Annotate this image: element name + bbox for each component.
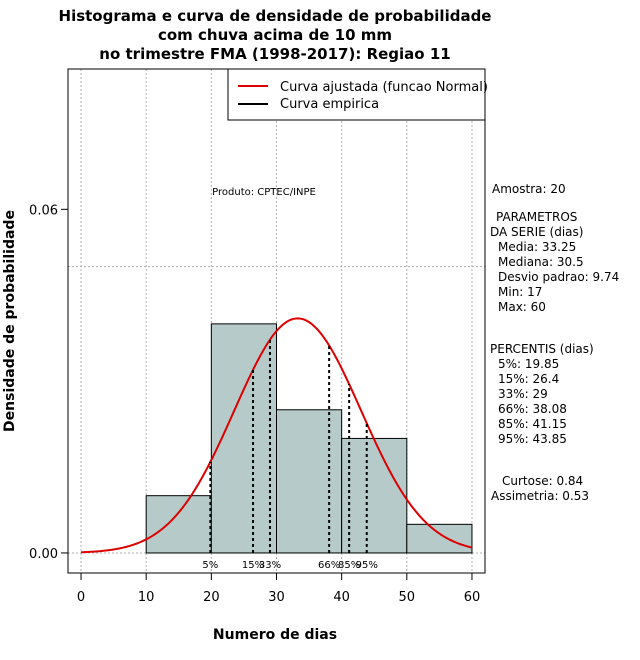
legend-label-empirical: Curva empirica	[280, 97, 379, 112]
chart-title-line-3: no trimestre FMA (1998-2017): Regiao 11	[99, 45, 450, 63]
stat-p66: 66%: 38.08	[498, 402, 567, 416]
stat-sample: Amostra: 20	[492, 182, 566, 196]
histogram-bar-2	[276, 409, 343, 554]
stat-media: Media: 33.25	[498, 240, 576, 254]
x-axis-label: Numero de dias	[213, 627, 337, 643]
stat-p15: 15%: 26.4	[498, 372, 559, 386]
stat-assimetria: Assimetria: 0.53	[491, 489, 589, 503]
stat-percentis-header: PERCENTIS (dias)	[490, 342, 594, 356]
y-axis-label: Densidade de probabilidade	[2, 210, 18, 432]
histogram-bar-4	[406, 523, 473, 554]
x-tick-label-1: 10	[138, 590, 155, 605]
x-tick-label-2: 20	[203, 590, 220, 605]
legend: Curva ajustada (funcao Normal) Curva emp…	[227, 68, 488, 121]
x-tick-label-0: 0	[77, 590, 85, 605]
stats-panel: Amostra: 20 PARAMETROS DA SERIE (dias) M…	[490, 182, 619, 503]
stat-min: Min: 17	[498, 285, 542, 299]
y-axis: 0.00 0.06	[29, 203, 69, 562]
legend-box	[227, 68, 486, 121]
stat-params-header-1: PARAMETROS	[496, 210, 577, 224]
stat-desvio: Desvio padrao: 9.74	[498, 270, 619, 284]
stat-p95: 95%: 43.85	[498, 432, 567, 446]
product-label: Produto: CPTEC/INPE	[212, 187, 316, 198]
x-tick-label-5: 50	[399, 590, 416, 605]
stat-p85: 85%: 41.15	[498, 417, 567, 431]
chart-title-line-2: com chuva acima de 10 mm	[158, 26, 392, 44]
percentile-layer: 5% 15%33% 66%85%95%	[202, 339, 378, 571]
percentile-label-5: 95%	[356, 560, 378, 571]
x-tick-label-6: 60	[464, 590, 481, 605]
stat-mediana: Mediana: 30.5	[498, 255, 584, 269]
stat-curtose: Curtose: 0.84	[502, 474, 583, 488]
y-tick-label-1: 0.06	[29, 203, 58, 218]
percentile-label-4: 85%	[338, 560, 360, 571]
stat-p5: 5%: 19.85	[498, 357, 559, 371]
stat-max: Max: 60	[498, 300, 546, 314]
stat-p33: 33%: 29	[498, 387, 548, 401]
grid-layer	[68, 69, 485, 573]
percentile-label-2: 33%	[259, 560, 281, 571]
percentile-label-1: 15%	[242, 560, 264, 571]
x-tick-label-3: 30	[268, 590, 285, 605]
percentile-label-0: 5%	[202, 560, 218, 571]
bars-layer	[145, 323, 473, 554]
stat-params-header-2: DA SERIE (dias)	[490, 225, 583, 239]
y-tick-label-0: 0.00	[29, 547, 58, 562]
x-axis: 0 10 20 30 40 50 60	[77, 572, 481, 605]
normal-fit-curve	[80, 317, 473, 554]
curve-layer	[80, 317, 473, 554]
chart-title-line-1: Histograma e curva de densidade de proba…	[59, 7, 492, 25]
legend-label-fit: Curva ajustada (funcao Normal)	[280, 80, 488, 95]
histogram-bar-3	[341, 437, 408, 554]
histogram-bar-0	[145, 495, 212, 554]
percentile-label-3: 66%	[318, 560, 340, 571]
x-tick-label-4: 40	[333, 590, 350, 605]
